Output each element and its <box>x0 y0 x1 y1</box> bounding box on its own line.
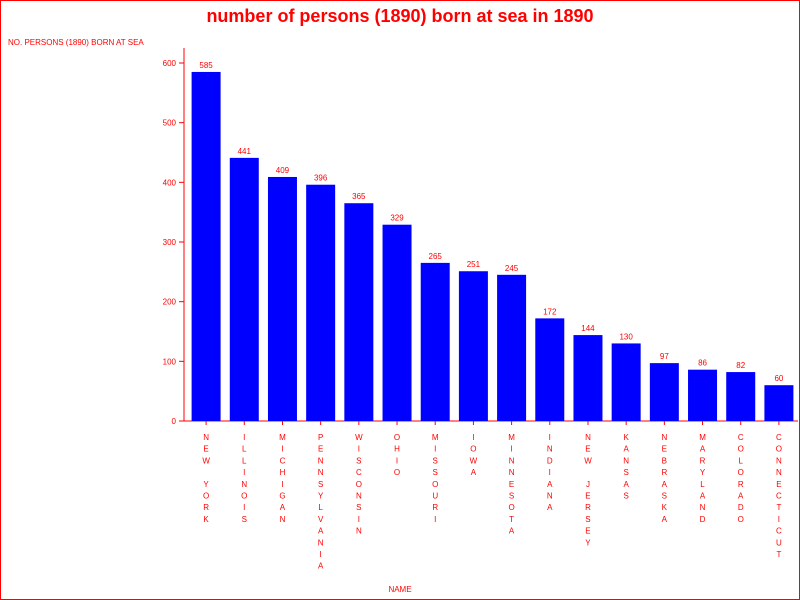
bar-value-label: 82 <box>736 361 745 370</box>
bar-value-label: 585 <box>199 61 213 70</box>
bar <box>764 385 794 421</box>
bar-value-label: 251 <box>467 260 481 269</box>
bar <box>344 203 374 421</box>
bars: 585 441 409 396 365 329 265 251 245 172 144 130 97 86… <box>191 61 794 421</box>
bar <box>382 224 412 421</box>
y-tick-label: 0 <box>172 417 177 426</box>
bar-value-label: 265 <box>429 252 443 261</box>
bar-value-label: 172 <box>543 307 557 316</box>
y-tick-label: 300 <box>163 238 177 247</box>
y-tick-label: 400 <box>163 178 177 187</box>
bar-value-label: 409 <box>276 166 290 175</box>
bar-value-label: 60 <box>774 374 783 383</box>
bar-value-label: 144 <box>581 324 595 333</box>
bar <box>229 157 259 421</box>
x-axis-label: NAME <box>388 585 412 594</box>
bar <box>458 271 488 421</box>
bar-value-label: 130 <box>619 332 633 341</box>
bar <box>649 363 679 421</box>
y-axis-label: NO. PERSONS (1890) BORN AT SEA <box>8 38 144 47</box>
bar-value-label: 97 <box>660 352 669 361</box>
bar <box>497 274 527 421</box>
bar <box>306 184 336 421</box>
y-tick-label: 200 <box>163 298 177 307</box>
bar <box>573 335 603 421</box>
bar-value-label: 245 <box>505 264 519 273</box>
y-tick-label: 600 <box>163 59 177 68</box>
chart-title: number of persons (1890) born at sea in … <box>206 6 594 26</box>
bar <box>726 372 756 421</box>
bar <box>420 262 450 421</box>
bar <box>611 343 641 421</box>
y-tick-label: 500 <box>163 119 177 128</box>
bar <box>267 176 297 421</box>
bar <box>535 318 565 421</box>
bar-value-label: 86 <box>698 359 707 368</box>
y-tick-label: 100 <box>163 357 177 366</box>
bar-value-label: 441 <box>238 147 252 156</box>
bar <box>191 71 221 421</box>
bar-value-label: 329 <box>390 214 404 223</box>
bar-value-label: 365 <box>352 192 366 201</box>
bar <box>688 369 718 421</box>
bar-value-label: 396 <box>314 174 328 183</box>
